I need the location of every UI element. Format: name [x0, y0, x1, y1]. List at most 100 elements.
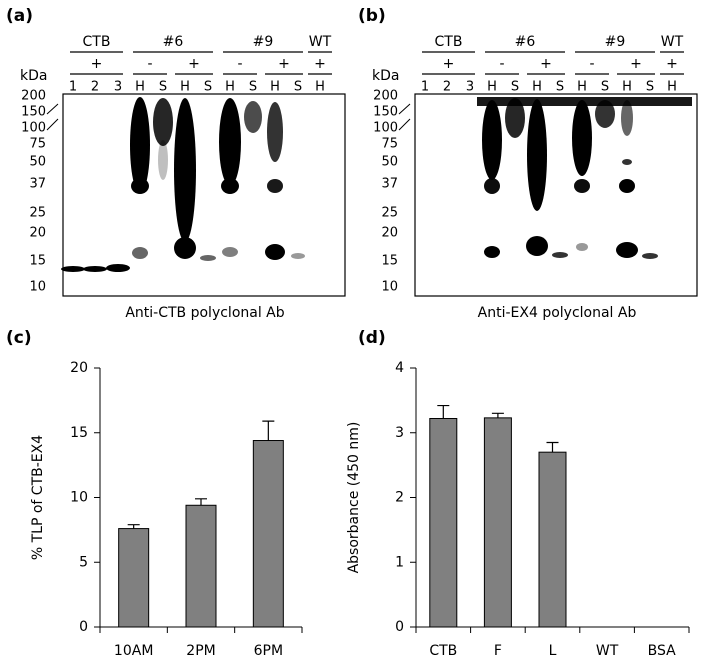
y-tick-label: 10: [70, 490, 88, 506]
sign-label: +: [666, 56, 678, 72]
group-label: WT: [661, 34, 684, 50]
band: [265, 244, 285, 260]
marker-label: 50: [29, 155, 46, 170]
sign-label: +: [91, 56, 103, 72]
band: [174, 237, 196, 259]
error-bar: [262, 420, 275, 441]
band: [267, 102, 283, 162]
band: [291, 253, 305, 259]
group-label: #6: [163, 34, 184, 50]
panel-label: (d): [358, 328, 386, 348]
x-tick-label: 2PM: [186, 643, 215, 659]
marker-label: 25: [29, 206, 46, 221]
bar: [429, 418, 458, 628]
blot-frame: [62, 93, 346, 297]
marker-label: 15: [29, 254, 46, 269]
band: [576, 243, 588, 251]
sign-label: +: [278, 56, 290, 72]
error-bar: [437, 404, 450, 419]
band: [526, 236, 548, 256]
marker-label: 20: [381, 226, 398, 241]
y-tick-label: 2: [395, 490, 404, 506]
y-axis-label: % TLP of CTB-EX4: [30, 435, 46, 560]
sign-label: -: [147, 56, 152, 72]
band: [622, 159, 632, 165]
band: [552, 252, 568, 258]
lane-label: H: [135, 80, 145, 95]
band: [244, 101, 262, 133]
lane-label: S: [294, 80, 302, 95]
marker-label: 200: [373, 89, 398, 104]
band: [572, 100, 592, 176]
band: [83, 266, 107, 272]
band: [131, 178, 149, 194]
band: [527, 99, 547, 211]
lane-label: H: [532, 80, 542, 95]
lane-label: H: [225, 80, 235, 95]
band: [221, 178, 239, 194]
lane-label: H: [487, 80, 497, 95]
sign-label: -: [589, 56, 594, 72]
lane-label: 2: [91, 80, 99, 95]
band: [61, 266, 85, 272]
y-tick-label: 0: [79, 619, 88, 635]
marker-label: 10: [29, 280, 46, 295]
lane-label: 1: [69, 80, 77, 95]
bar: [185, 504, 217, 628]
lane-label: H: [270, 80, 280, 95]
marker-label: 75: [381, 137, 398, 152]
lane-label: S: [601, 80, 609, 95]
band: [484, 246, 500, 258]
x-tick-label: F: [494, 643, 502, 659]
error-bar: [546, 441, 559, 453]
lane-label: H: [577, 80, 587, 95]
lane-label: 1: [421, 80, 429, 95]
x-tick-label: 10AM: [114, 643, 153, 659]
marker-label: 10: [381, 280, 398, 295]
marker-label: 200: [21, 89, 46, 104]
marker-label: 37: [29, 177, 46, 192]
group-label: CTB: [83, 34, 111, 50]
marker-label: 15: [381, 254, 398, 269]
sign-label: +: [314, 56, 326, 72]
x-tick-label: BSA: [648, 643, 677, 659]
band: [130, 97, 150, 193]
band: [174, 98, 196, 242]
band: [642, 253, 658, 259]
bar: [252, 440, 284, 628]
band: [616, 242, 638, 258]
error-bar: [195, 498, 207, 506]
band: [484, 178, 500, 194]
group-label: #9: [605, 34, 626, 50]
lane-label: S: [159, 80, 167, 95]
lane-label: 3: [466, 80, 474, 95]
lane-label: S: [646, 80, 654, 95]
marker-label: 75: [29, 137, 46, 152]
group-label: #9: [253, 34, 274, 50]
blot-panel: (b)CTB #6 #9 WT+ - + - + +1 2 3 H S H S H S H S HkDa2001501…: [358, 6, 698, 321]
marker-label: 150: [21, 105, 46, 120]
lane-label: S: [511, 80, 519, 95]
y-tick-label: 4: [395, 360, 404, 376]
marker-label: 20: [29, 226, 46, 241]
lane-label: 2: [443, 80, 451, 95]
band: [574, 179, 590, 193]
marker-label: 100: [373, 121, 398, 136]
x-tick-label: CTB: [429, 643, 457, 659]
y-tick-label: 1: [395, 554, 404, 570]
band: [219, 98, 241, 186]
bar: [118, 528, 150, 628]
sign-label: +: [188, 56, 200, 72]
x-tick-label: WT: [596, 643, 619, 659]
group-label: CTB: [435, 34, 463, 50]
y-axis-label: Absorbance (450 nm): [346, 422, 362, 574]
band: [158, 140, 168, 180]
band: [505, 98, 525, 138]
y-tick-label: 0: [395, 619, 404, 635]
marker-leader: [46, 103, 59, 131]
blot-caption: Anti-EX4 polyclonal Ab: [478, 305, 637, 321]
lane-label: S: [556, 80, 564, 95]
panel-label: (b): [358, 6, 386, 26]
panel-label: (a): [6, 6, 33, 26]
